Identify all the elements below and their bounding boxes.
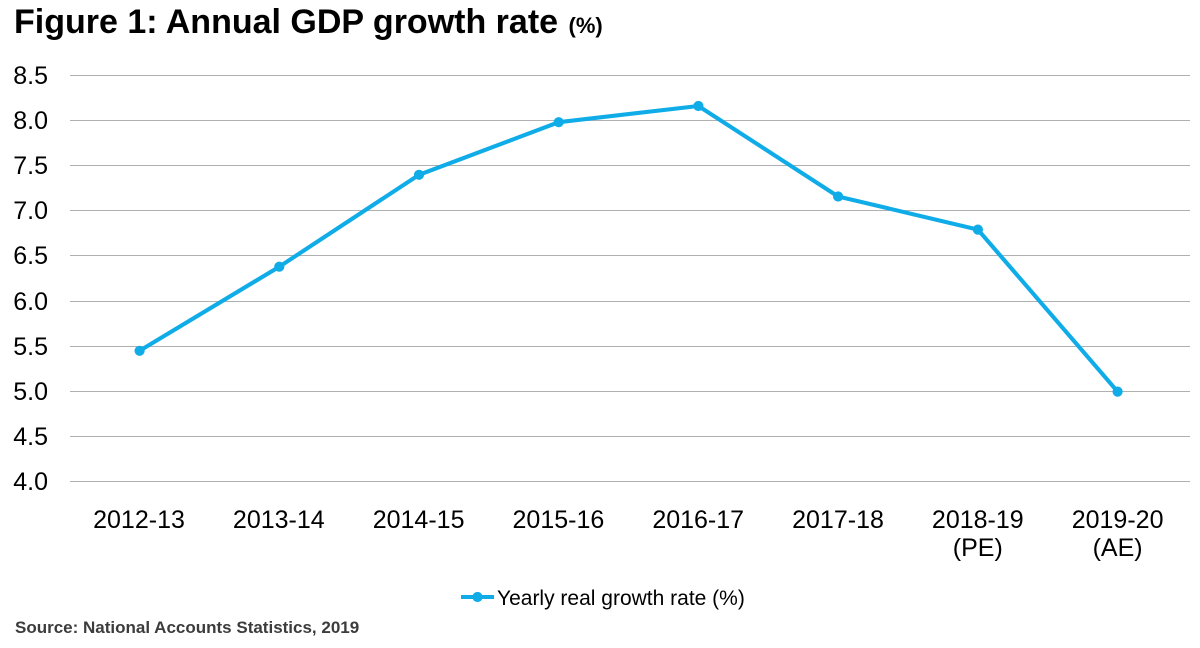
svg-text:(PE): (PE) — [953, 534, 1003, 562]
svg-text:2013-14: 2013-14 — [233, 506, 325, 534]
svg-text:Source: National Accounts Stat: Source: National Accounts Statistics, 20… — [15, 618, 359, 637]
svg-text:2018-19: 2018-19 — [932, 506, 1024, 534]
svg-text:5.0: 5.0 — [13, 378, 48, 406]
svg-text:7.5: 7.5 — [13, 152, 48, 180]
svg-text:4.5: 4.5 — [13, 423, 48, 451]
svg-text:8.5: 8.5 — [13, 62, 48, 90]
svg-text:6.5: 6.5 — [13, 242, 48, 270]
svg-text:5.5: 5.5 — [13, 333, 48, 361]
svg-text:2016-17: 2016-17 — [652, 506, 744, 534]
svg-text:4.0: 4.0 — [13, 468, 48, 496]
svg-text:Figure 1: Annual GDP growth ra: Figure 1: Annual GDP growth rate (%) — [14, 3, 603, 41]
svg-text:(AE): (AE) — [1093, 534, 1143, 562]
svg-text:2017-18: 2017-18 — [792, 506, 884, 534]
svg-text:2015-16: 2015-16 — [513, 506, 605, 534]
svg-text:2019-20: 2019-20 — [1072, 506, 1164, 534]
svg-text:8.0: 8.0 — [13, 107, 48, 135]
svg-text:2012-13: 2012-13 — [93, 506, 185, 534]
svg-text:Yearly real growth rate (%): Yearly real growth rate (%) — [497, 587, 745, 610]
svg-text:2014-15: 2014-15 — [373, 506, 465, 534]
svg-text:6.0: 6.0 — [13, 288, 48, 316]
svg-text:7.0: 7.0 — [13, 197, 48, 225]
